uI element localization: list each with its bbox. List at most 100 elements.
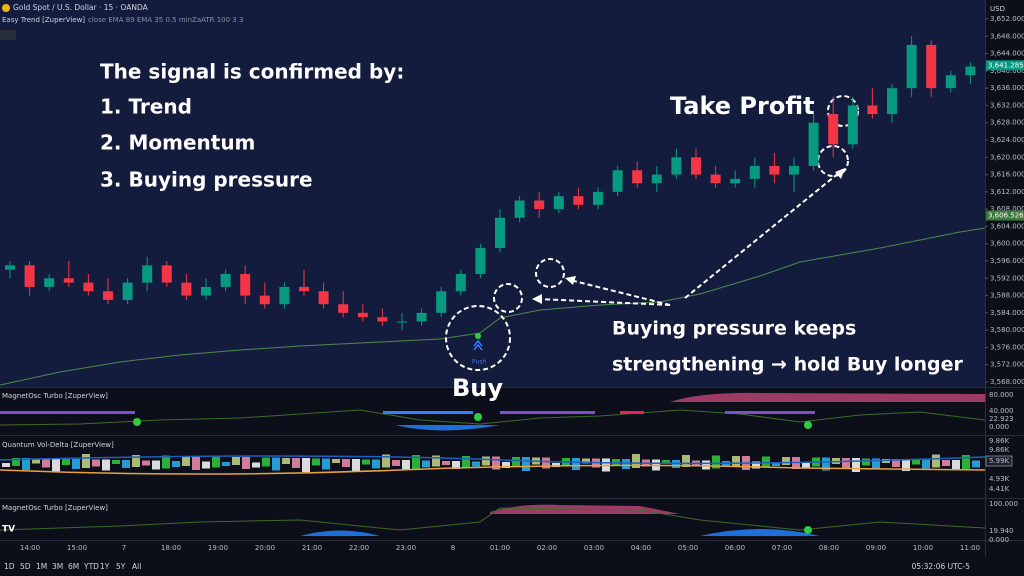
symbol-icon — [2, 4, 10, 12]
vol-bar — [922, 459, 930, 469]
annotation: 1. Trend — [100, 95, 192, 119]
range-button[interactable]: All — [132, 562, 141, 571]
vol-bar — [192, 456, 200, 470]
range-button[interactable]: 3M — [52, 562, 63, 571]
annotation: 3. Buying pressure — [100, 168, 313, 192]
candle-body — [259, 295, 270, 305]
time-label: 01:00 — [490, 544, 510, 552]
candle-body — [377, 317, 388, 322]
clock: 05:32:06 UTC-5 — [912, 562, 971, 571]
arrow-heads — [532, 168, 845, 304]
vol-bar — [612, 459, 620, 465]
range-button[interactable]: 1Y — [100, 562, 110, 571]
candle-body — [495, 217, 505, 249]
vol-bar — [572, 458, 580, 470]
vol-bar — [242, 457, 250, 469]
arrows — [537, 171, 841, 306]
range-button[interactable]: 5D — [20, 562, 31, 571]
pane-label: 40.000 — [989, 407, 1014, 415]
price-label: 3,652.000 — [990, 15, 1024, 23]
pane-label: 9.86K — [989, 437, 1010, 445]
collapse-button[interactable] — [0, 30, 16, 40]
vol-bar — [82, 454, 90, 468]
osc-dot — [804, 526, 812, 534]
candle-body — [867, 105, 878, 115]
vol-bar — [902, 459, 910, 471]
vol-bar — [422, 460, 430, 468]
vol-bar — [202, 461, 210, 469]
price-label: 3,612.000 — [990, 188, 1024, 196]
vol-bar — [432, 455, 440, 467]
vol-bar — [352, 459, 360, 471]
price-label: 3,572.000 — [990, 361, 1024, 369]
range-button[interactable]: YTD — [83, 562, 99, 571]
time-label: 07:00 — [772, 544, 792, 552]
vol-bar — [112, 460, 120, 464]
range-button[interactable]: 6M — [68, 562, 79, 571]
pane-title: MagnetOsc Turbo [ZuperView] — [2, 392, 108, 400]
candle-body — [945, 75, 956, 89]
annotation: Buy — [452, 374, 503, 402]
candle-body — [573, 196, 584, 205]
vol-bar — [512, 457, 520, 467]
vol-bar — [282, 458, 290, 464]
vol-bar — [312, 458, 320, 466]
vol-bar — [332, 459, 340, 463]
price-tag-label: 3,641.285 — [988, 61, 1024, 69]
range-button[interactable]: 1D — [4, 562, 15, 571]
vol-bar — [172, 461, 180, 467]
candle-body — [5, 265, 15, 270]
vol-bar — [762, 456, 770, 468]
candle-body — [318, 291, 329, 305]
annotation: Buying pressure keeps — [612, 318, 856, 340]
vol-bar — [632, 454, 640, 468]
range-button[interactable]: 5Y — [116, 562, 126, 571]
time-label: 09:00 — [866, 544, 886, 552]
candle-body — [455, 273, 466, 292]
pane-label: 4.41K — [989, 485, 1010, 493]
price-label: 3,580.000 — [990, 326, 1024, 334]
vol-bar — [292, 458, 300, 468]
time-label: 10:00 — [913, 544, 933, 552]
candle-body — [691, 157, 701, 175]
time-label: 06:00 — [725, 544, 745, 552]
vol-bar — [702, 460, 710, 470]
vol-bar — [12, 458, 20, 466]
value-tag — [985, 455, 1013, 467]
candle-body — [103, 291, 113, 300]
vol-bar — [72, 459, 80, 469]
vol-bar — [542, 457, 550, 469]
time-label: 05:00 — [678, 544, 698, 552]
pane-title: MagnetOsc Turbo [ZuperView] — [2, 504, 108, 512]
pane-label: 19.940 — [989, 527, 1014, 535]
osc-dot — [133, 418, 141, 426]
pane-label: 22.923 — [989, 415, 1014, 423]
osc-area — [670, 392, 985, 402]
candle-body — [534, 200, 545, 210]
price-axis — [985, 0, 1024, 576]
range-button[interactable]: 1M — [36, 562, 47, 571]
time-label: 15:00 — [67, 544, 87, 552]
candle-body — [553, 196, 564, 210]
vol-bar — [732, 456, 740, 466]
candle-body — [201, 286, 211, 296]
candle-body — [181, 282, 192, 296]
osc-band — [500, 411, 595, 414]
vol-bar — [952, 460, 960, 470]
signal-dot — [475, 333, 481, 339]
time-label: 04:00 — [631, 544, 651, 552]
vol-bar — [2, 463, 10, 467]
vol-bar — [452, 461, 460, 469]
candle-body — [651, 174, 662, 184]
pane-label: 100.000 — [989, 500, 1018, 508]
vol-bar — [442, 461, 450, 465]
candle-body — [769, 165, 780, 175]
vol-bar — [162, 455, 170, 469]
vol-bar — [712, 455, 720, 469]
osc-line — [0, 409, 986, 426]
trend-line — [0, 227, 986, 386]
vol-bar — [582, 458, 590, 464]
highlight-circles — [445, 95, 859, 371]
main-pane — [0, 0, 985, 387]
